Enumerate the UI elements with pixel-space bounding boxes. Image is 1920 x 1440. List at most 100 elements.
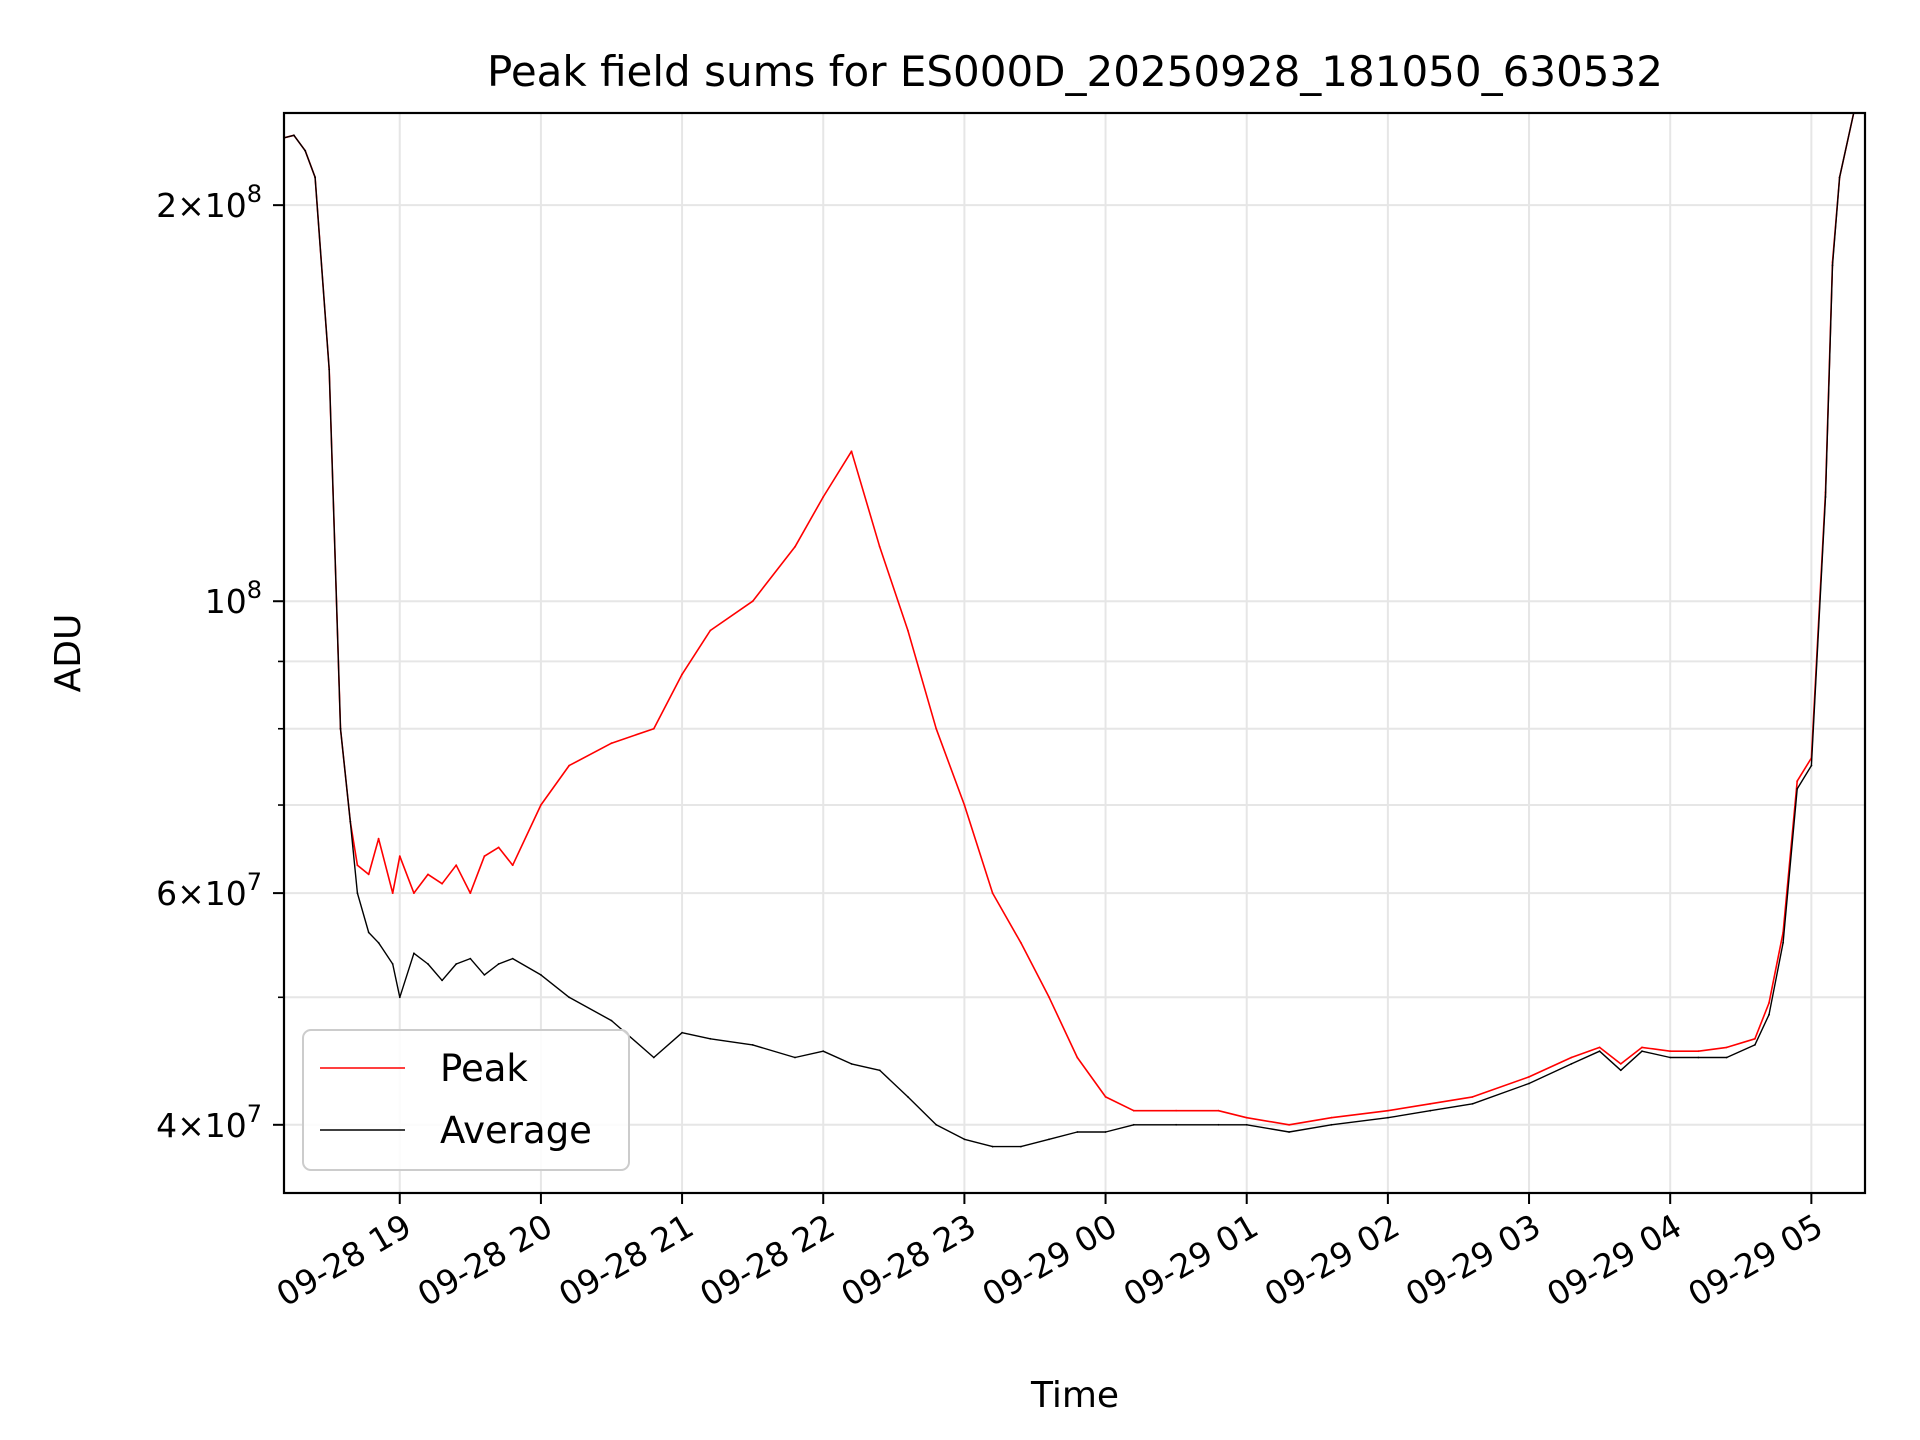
data-point-peak [1076,1056,1079,1059]
data-point-peak [1528,1076,1530,1078]
data-point-average [1528,1082,1530,1085]
data-point-average [367,931,370,934]
y-axis-label: ADU [48,614,89,693]
data-point-peak [540,804,542,806]
data-point-average [441,979,443,982]
data-point-peak [427,873,429,876]
data-point-peak [1104,1096,1107,1098]
data-point-peak [469,892,472,894]
data-point-average [1831,264,1834,267]
series-line-peak [284,113,1865,1126]
data-point-peak [391,892,394,894]
data-point-average [963,1138,966,1141]
data-point-average [356,892,359,894]
data-point-average [469,957,472,960]
data-point-average [1619,1069,1622,1072]
data-point-peak [511,864,514,867]
data-point-average [455,963,458,965]
data-point-average [304,149,307,152]
data-point-peak [1697,1050,1700,1053]
data-point-peak [1048,996,1050,999]
data-point-average [427,963,429,965]
data-point-average [1754,1044,1756,1046]
legend-box [302,1029,630,1171]
chart-title: Peak field sums for ES000D_20250928_1810… [487,47,1663,96]
data-point-average [1838,176,1841,179]
data-point-peak [907,629,909,632]
y-tick-ten: 10 [205,874,247,913]
data-point-peak [751,600,754,603]
data-point-average [935,1123,938,1126]
data-point-peak [356,864,359,867]
data-point-peak [1641,1046,1643,1049]
data-point-peak [935,727,938,730]
data-point-average [413,952,415,955]
y-tick-exponent: 7 [247,1100,262,1128]
data-point-peak [1245,1116,1248,1119]
data-point-peak [1217,1109,1220,1112]
data-point-peak [497,846,500,849]
data-point-average [377,941,380,944]
data-point-average [1217,1123,1220,1126]
y-tick-times: × [177,186,205,225]
x-tick-label: 09-28 19 [270,1206,418,1314]
data-point-average [1429,1109,1432,1112]
data-point-average [1175,1123,1177,1126]
x-tick-label: 09-29 03 [1399,1206,1547,1314]
data-point-peak [652,727,655,730]
y-tick-times: × [177,874,205,913]
data-point-average [398,996,401,999]
legend-label-peak: Peak [440,1047,528,1090]
x-tick-label: 09-28 21 [552,1206,700,1314]
data-point-average [1725,1056,1728,1059]
data-point-peak [455,864,458,867]
data-point-peak [1619,1063,1622,1065]
data-point-average [822,1050,825,1053]
data-point-peak [991,892,994,894]
data-point-peak [441,882,443,885]
data-point-average [850,1063,853,1065]
data-point-average [1598,1050,1601,1053]
data-point-average [483,974,486,976]
data-point-average [1669,1056,1672,1059]
data-point-average [1570,1063,1573,1065]
x-tick-label: 09-29 05 [1681,1206,1829,1314]
data-point-average [314,176,316,179]
data-point-average [391,963,394,965]
data-point-peak [1725,1046,1728,1049]
data-point-average [328,368,331,371]
y-tick-label: 108 [205,576,262,621]
data-point-average [1471,1102,1474,1105]
data-point-average [1132,1123,1135,1126]
data-point-peak [822,496,825,498]
plot-background [284,113,1865,1193]
data-point-peak [1471,1096,1474,1098]
data-point-average [1768,1013,1770,1016]
data-point-peak [1598,1046,1601,1049]
data-point-average [1288,1131,1290,1133]
data-point-peak [1330,1116,1333,1119]
x-tick-label: 09-29 01 [1117,1206,1265,1314]
data-point-average [1824,496,1827,498]
data-point-average [709,1037,712,1040]
data-point-average [1796,788,1799,790]
y-tick-exponent: 8 [247,576,262,604]
y-tick-label: 6×107 [156,868,262,913]
data-point-average [568,996,570,999]
data-point-peak [681,673,683,676]
y-tick-base: 6 [156,874,177,913]
x-tick-label: 09-28 22 [693,1206,841,1314]
data-point-average [511,957,514,960]
x-axis-label: Time [1030,1375,1119,1416]
data-point-peak [963,804,966,806]
data-point-peak [568,764,570,767]
data-point-average [1697,1056,1700,1059]
data-point-peak [1132,1109,1135,1112]
data-point-average [681,1031,683,1034]
x-tick-label: 09-29 00 [976,1206,1124,1314]
data-point-peak [377,837,380,840]
data-point-average [1641,1050,1643,1053]
data-point-average [1810,764,1813,767]
data-point-peak [610,742,613,745]
